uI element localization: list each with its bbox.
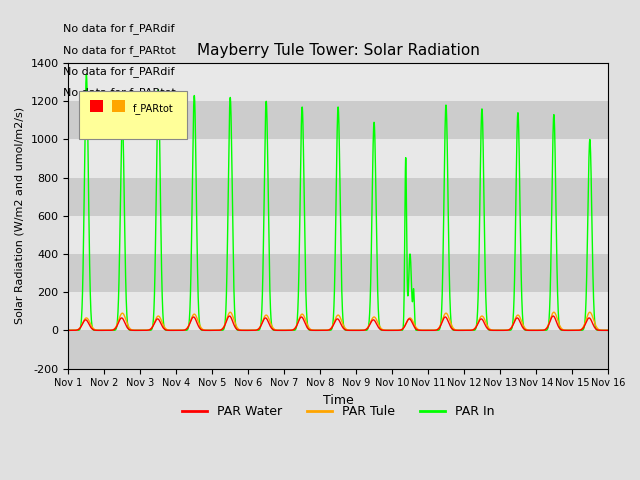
PAR Water: [429, 327, 437, 333]
PAR In: [604, 327, 612, 333]
Bar: [111, 100, 125, 112]
PAR In: [162, 327, 170, 333]
PAR Tule: [604, 327, 612, 333]
PAR Water: [65, 327, 72, 333]
PAR Tule: [459, 327, 467, 333]
PAR Tule: [318, 327, 326, 333]
PAR Water: [604, 327, 611, 333]
PAR In: [429, 327, 437, 333]
Bar: [68, 101, 608, 139]
PAR In: [490, 327, 497, 333]
Text: No data for f_PARtot: No data for f_PARtot: [63, 87, 176, 98]
Text: No data for f_PARdif: No data for f_PARdif: [63, 66, 175, 77]
Text: No data for f_PARtot: No data for f_PARtot: [63, 45, 176, 56]
Bar: [68, 292, 608, 330]
PAR Water: [604, 327, 612, 333]
PAR Water: [318, 327, 326, 333]
Bar: [68, 254, 608, 292]
FancyBboxPatch shape: [79, 91, 187, 139]
Line: PAR Tule: PAR Tule: [68, 312, 608, 330]
PAR Tule: [65, 327, 72, 333]
PAR Water: [459, 327, 467, 333]
Bar: [90, 100, 104, 112]
PAR Tule: [161, 325, 169, 331]
Bar: [68, 139, 608, 178]
Bar: [68, 178, 608, 216]
PAR Water: [490, 327, 497, 333]
Bar: [68, 63, 608, 101]
Bar: [68, 330, 608, 369]
Title: Mayberry Tule Tower: Solar Radiation: Mayberry Tule Tower: Solar Radiation: [196, 43, 479, 58]
Line: PAR In: PAR In: [68, 74, 608, 330]
Y-axis label: Solar Radiation (W/m2 and umol/m2/s): Solar Radiation (W/m2 and umol/m2/s): [15, 107, 25, 324]
PAR Tule: [586, 309, 594, 315]
Text: f_PARtot: f_PARtot: [133, 103, 174, 114]
PAR Tule: [604, 327, 611, 333]
PAR In: [459, 327, 467, 333]
PAR In: [65, 327, 72, 333]
X-axis label: Time: Time: [323, 394, 353, 407]
PAR In: [83, 72, 90, 77]
PAR Water: [226, 313, 234, 319]
Text: No data for f_PARdif: No data for f_PARdif: [63, 24, 175, 34]
PAR Water: [161, 327, 169, 333]
Legend: PAR Water, PAR Tule, PAR In: PAR Water, PAR Tule, PAR In: [177, 400, 499, 423]
Bar: [68, 216, 608, 254]
PAR Tule: [490, 327, 497, 333]
PAR In: [318, 327, 326, 333]
PAR Tule: [429, 327, 437, 333]
PAR In: [604, 327, 611, 333]
Line: PAR Water: PAR Water: [68, 316, 608, 330]
